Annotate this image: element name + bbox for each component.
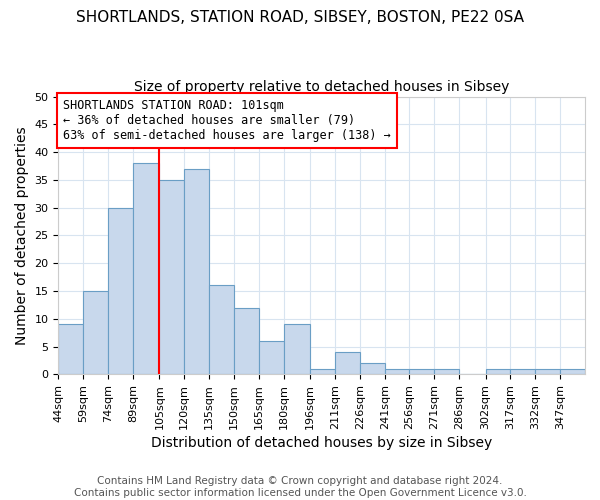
Bar (184, 169, 209, 374)
Bar (485, 369, 511, 374)
Text: Contains HM Land Registry data © Crown copyright and database right 2024.
Contai: Contains HM Land Registry data © Crown c… (74, 476, 526, 498)
Y-axis label: Number of detached properties: Number of detached properties (15, 126, 29, 345)
Bar (535, 369, 560, 374)
Bar (209, 286, 234, 374)
Text: SHORTLANDS STATION ROAD: 101sqm
← 36% of detached houses are smaller (79)
63% of: SHORTLANDS STATION ROAD: 101sqm ← 36% of… (64, 100, 391, 142)
Bar (385, 369, 409, 374)
Bar (133, 163, 160, 374)
Bar (310, 369, 335, 374)
Title: Size of property relative to detached houses in Sibsey: Size of property relative to detached ho… (134, 80, 509, 94)
Bar (83, 291, 108, 374)
Bar (360, 363, 385, 374)
Bar (58, 324, 83, 374)
Bar (511, 369, 535, 374)
Text: SHORTLANDS, STATION ROAD, SIBSEY, BOSTON, PE22 0SA: SHORTLANDS, STATION ROAD, SIBSEY, BOSTON… (76, 10, 524, 25)
Bar (160, 180, 184, 374)
Bar (259, 341, 284, 374)
Bar (234, 308, 259, 374)
Bar (434, 369, 459, 374)
X-axis label: Distribution of detached houses by size in Sibsey: Distribution of detached houses by size … (151, 436, 493, 450)
Bar (560, 369, 585, 374)
Bar (335, 352, 360, 374)
Bar (284, 324, 310, 374)
Bar (108, 208, 133, 374)
Bar (409, 369, 434, 374)
